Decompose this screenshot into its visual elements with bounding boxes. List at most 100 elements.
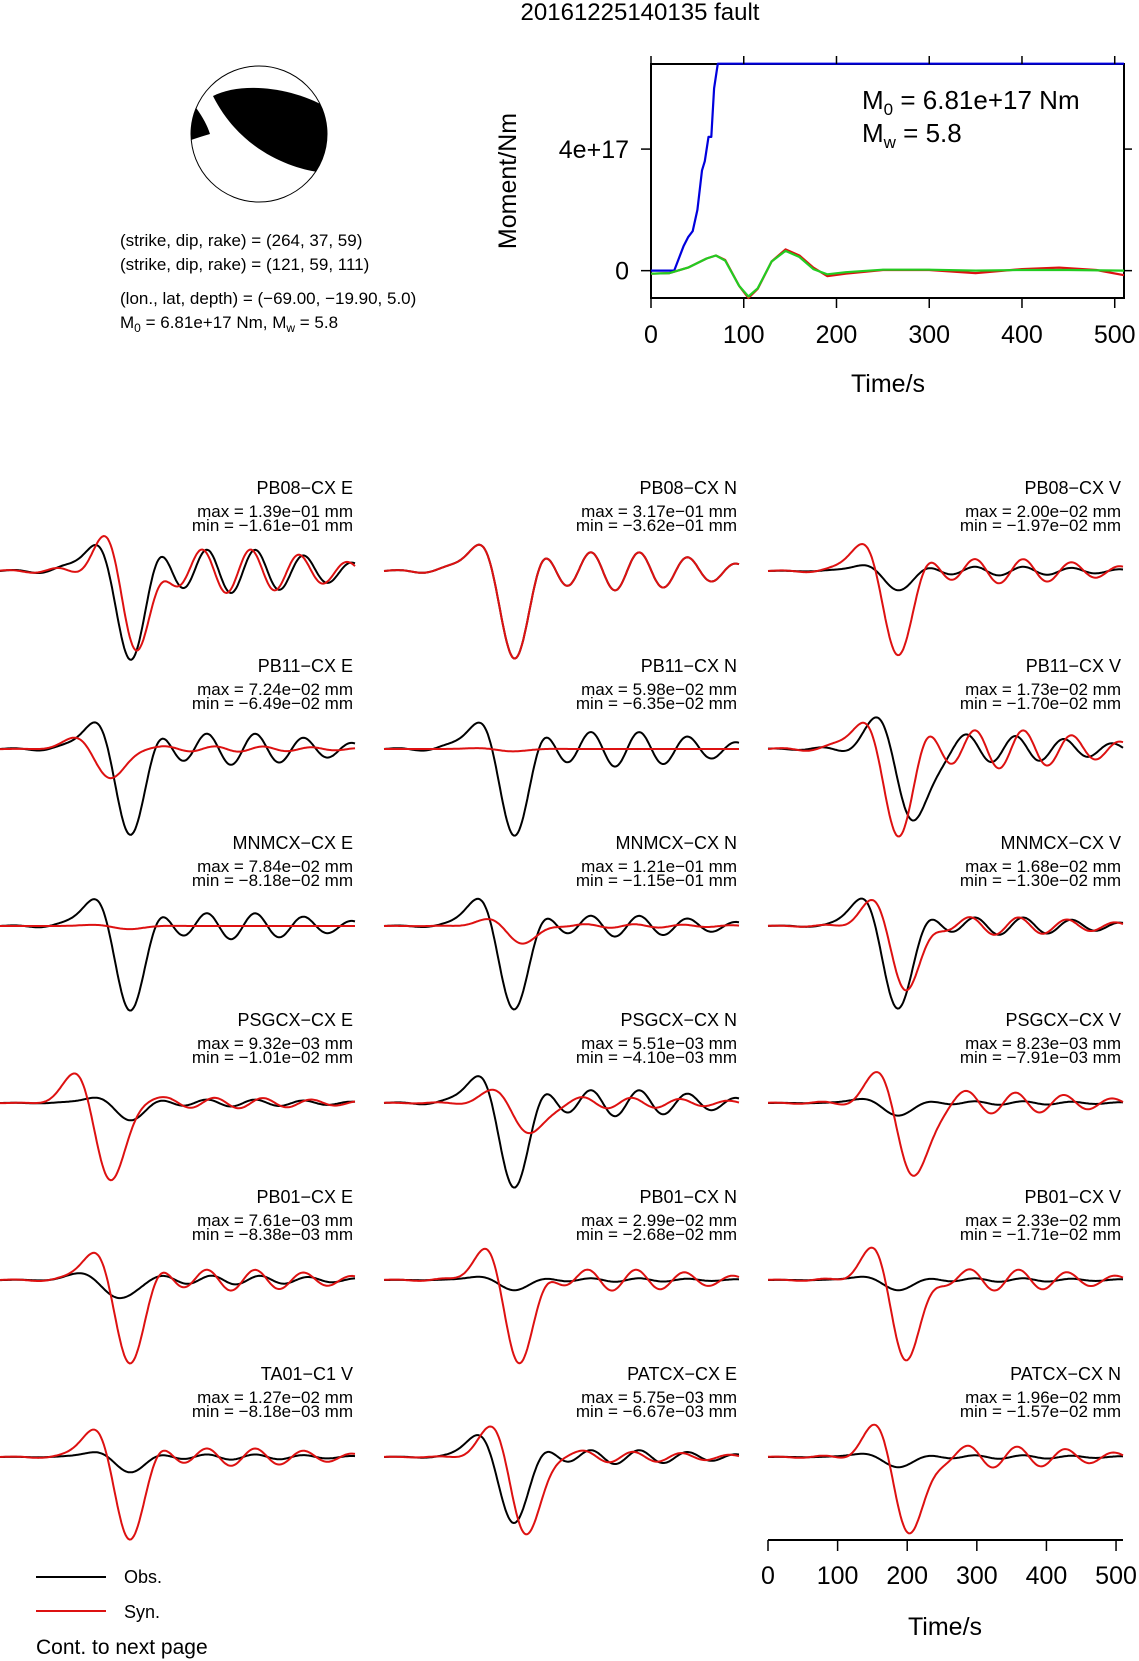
- panel-obs-trace: [0, 1272, 356, 1300]
- panel-obs-trace: [383, 897, 740, 1011]
- beachball-icon: [190, 65, 328, 203]
- panel-obs-trace: [384, 1275, 740, 1292]
- panel-min-label: min = −2.68e−02 mm: [576, 1225, 737, 1244]
- moment-function-plot: 0 100 200 300 400 500 0 4e+17 Time/s Moment/Nm…: [494, 56, 1136, 398]
- figure-title: 20161225140135 fault: [521, 0, 760, 26]
- panel-syn-trace: [384, 747, 739, 753]
- panel-max-label: max = 7.24e−02 mm: [197, 680, 353, 699]
- panel-obs-trace: [384, 1434, 740, 1525]
- panel-syn-trace: [383, 1247, 740, 1365]
- panel-syn-trace: [0, 1072, 356, 1182]
- panel-obs-trace: [0, 1451, 356, 1474]
- panel-max-label: max = 7.84e−02 mm: [197, 857, 353, 876]
- panel-max-label: max = 2.00e−02 mm: [965, 502, 1121, 521]
- waveform-x-tick-label: 300: [956, 1562, 998, 1590]
- panel-obs-trace: [768, 716, 1124, 822]
- panel-syn-trace: [0, 736, 356, 780]
- panel-obs-trace: [383, 721, 740, 837]
- panel-syn-trace: [767, 1423, 1124, 1535]
- nodal-plane-2: (strike, dip, rake) = (121, 59, 111): [120, 255, 369, 274]
- moment-series-cumulative: [651, 62, 1124, 272]
- panel-syn-trace: [383, 543, 740, 660]
- panel-station-label: PB11−CX V: [1026, 656, 1121, 676]
- panel-syn-trace: [0, 1428, 356, 1541]
- panel-max-label: max = 5.98e−02 mm: [581, 680, 737, 699]
- panel-max-label: max = 3.17e−01 mm: [581, 502, 737, 521]
- waveform-x-tick-label: 0: [761, 1562, 775, 1590]
- continued-note: Cont. to next page: [36, 1636, 208, 1659]
- panel-syn-trace: [0, 1251, 356, 1365]
- panel-station-label: PATCX−CX E: [627, 1364, 737, 1384]
- panel-min-label: min = −6.67e−03 mm: [576, 1402, 737, 1421]
- legend-syn-label: Syn.: [124, 1602, 160, 1622]
- moment-x-tick-label: 500: [1094, 321, 1136, 349]
- panel-min-label: min = −3.62e−01 mm: [576, 516, 737, 535]
- panel-syn-trace: [383, 1088, 740, 1135]
- panel-station-label: PSGCX−CX V: [1005, 1010, 1121, 1030]
- panel-min-label: min = −8.18e−02 mm: [192, 871, 353, 890]
- panel-min-label: min = −6.35e−02 mm: [576, 694, 737, 713]
- moment-series-stf_green: [650, 249, 1125, 298]
- moment-series-synthetic: [650, 248, 1125, 300]
- moment-x-tick-label: 300: [908, 321, 950, 349]
- panel-station-label: PATCX−CX N: [1010, 1364, 1121, 1384]
- panel-syn-trace: [0, 923, 355, 931]
- panel-obs-trace: [768, 564, 1124, 592]
- panel-max-label: max = 7.61e−03 mm: [197, 1211, 353, 1230]
- panel-syn-trace: [768, 1071, 1124, 1177]
- legend: Obs. Syn.: [36, 1567, 162, 1622]
- panel-station-label: PB08−CX N: [639, 478, 737, 498]
- panel-max-label: max = 1.96e−02 mm: [965, 1388, 1121, 1407]
- panel-max-label: max = 1.68e−02 mm: [965, 857, 1121, 876]
- panel-station-label: MNMCX−CX V: [1000, 833, 1121, 853]
- panel-max-label: max = 1.21e−01 mm: [581, 857, 737, 876]
- moment-x-tick-label: 0: [644, 321, 658, 349]
- panel-min-label: min = −1.57e−02 mm: [960, 1402, 1121, 1421]
- waveform-time-axis: 0 100 200 300 400 500 Time/s: [761, 1539, 1137, 1641]
- panel-min-label: min = −7.91e−03 mm: [960, 1048, 1121, 1067]
- panel-syn-trace: [767, 542, 1124, 657]
- panel-min-label: min = −1.15e−01 mm: [576, 871, 737, 890]
- panel-min-label: min = −1.30e−02 mm: [960, 871, 1121, 890]
- panel-min-label: min = −1.97e−02 mm: [960, 516, 1121, 535]
- panel-station-label: PB08−CX V: [1024, 478, 1121, 498]
- panel-max-label: max = 1.27e−02 mm: [197, 1388, 353, 1407]
- panel-min-label: min = −1.71e−02 mm: [960, 1225, 1121, 1244]
- panel-max-label: max = 5.51e−03 mm: [581, 1034, 737, 1053]
- waveform-x-tick-label: 200: [886, 1562, 928, 1590]
- source-location: (lon., lat, depth) = (−69.00, −19.90, 5.…: [120, 289, 416, 308]
- panel-min-label: min = −4.10e−03 mm: [576, 1048, 737, 1067]
- waveform-x-label: Time/s: [908, 1613, 982, 1641]
- panel-min-label: min = −1.61e−01 mm: [192, 516, 353, 535]
- panel-obs-trace: [0, 898, 356, 1012]
- waveform-x-tick-label: 400: [1026, 1562, 1068, 1590]
- panel-obs-trace: [383, 1075, 740, 1189]
- nodal-plane-1: (strike, dip, rake) = (264, 37, 59): [120, 231, 362, 250]
- waveform-x-tick-label: 100: [817, 1562, 859, 1590]
- panel-min-label: min = −6.49e−02 mm: [192, 694, 353, 713]
- moment-x-tick-label: 400: [1001, 321, 1043, 349]
- panel-min-label: min = −8.18e−03 mm: [192, 1402, 353, 1421]
- panel-station-label: PB08−CX E: [256, 478, 353, 498]
- moment-y-label: Moment/Nm: [494, 113, 522, 249]
- panel-syn-trace: [767, 721, 1124, 838]
- moment-x-label: Time/s: [851, 370, 925, 398]
- panel-min-label: min = −1.01e−02 mm: [192, 1048, 353, 1067]
- waveform-x-tick-label: 500: [1095, 1562, 1137, 1590]
- moment-mw-annotation: Mw = 5.8: [862, 118, 962, 152]
